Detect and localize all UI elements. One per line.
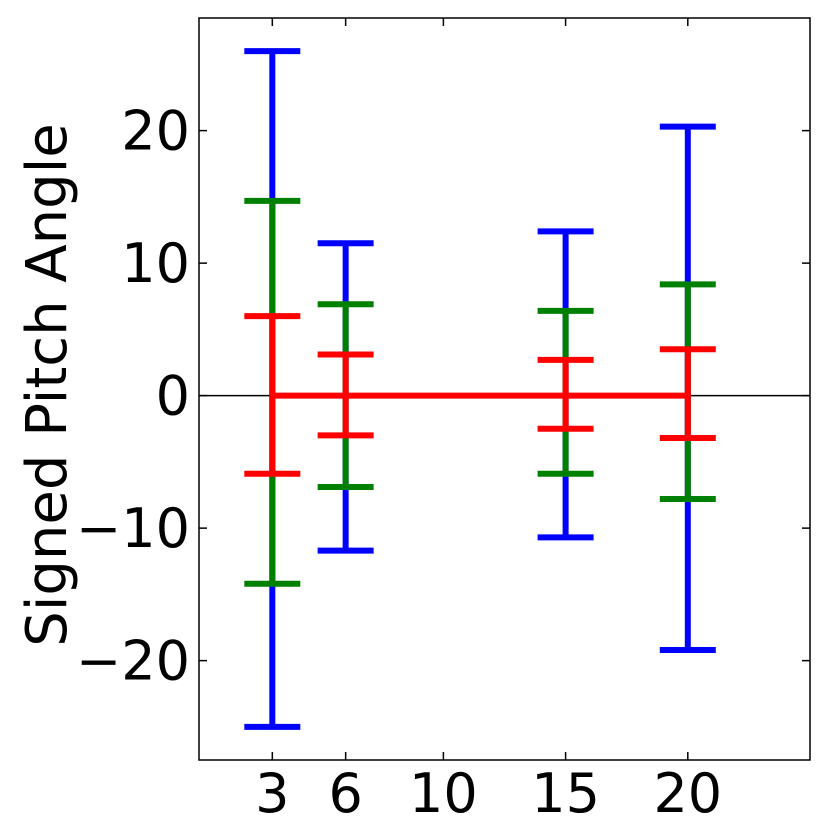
axis-ticks: [199, 18, 810, 760]
y-tick-label: 0: [156, 365, 190, 428]
x-tick-label: 10: [409, 762, 478, 825]
y-tick-labels: −20 −10 0 10 20: [76, 100, 190, 693]
x-tick-label: 3: [255, 762, 289, 825]
x-tick-labels: 3 6 10 15 20: [255, 762, 722, 825]
plot-area: [198, 17, 811, 761]
x-tick-label: 6: [328, 762, 362, 825]
x-tick-label: 20: [653, 762, 722, 825]
y-tick-label: 20: [121, 100, 190, 163]
x-tick-label: 15: [531, 762, 600, 825]
y-tick-label: 10: [121, 232, 190, 295]
y-tick-label: −20: [76, 630, 190, 693]
y-axis-label: Signed Pitch Angle: [15, 123, 80, 646]
y-tick-label: −10: [76, 497, 190, 560]
